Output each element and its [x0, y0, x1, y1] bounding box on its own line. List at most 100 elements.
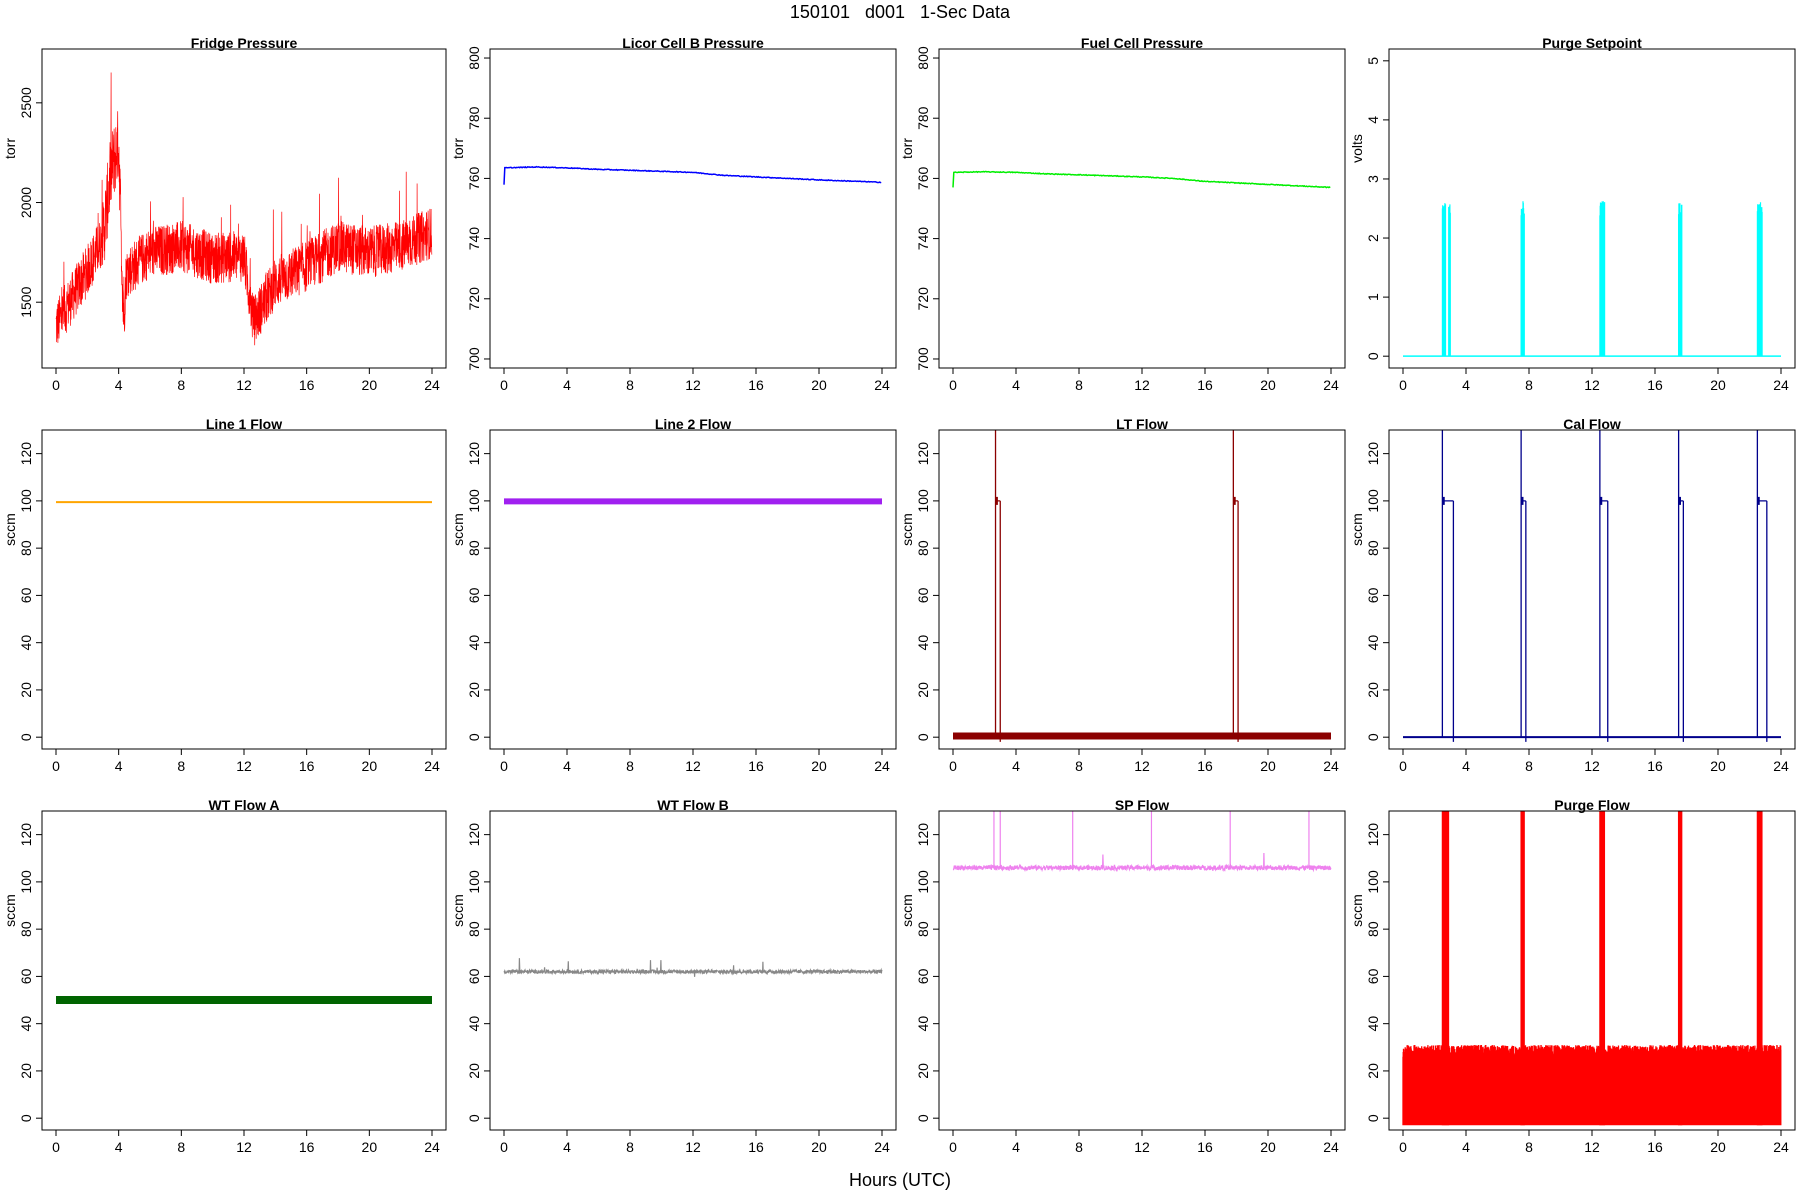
- y-tick-label: 80: [18, 540, 34, 556]
- y-tick-label: 0: [1365, 733, 1381, 741]
- series-licor-cell-b-pressure: [503, 165, 882, 185]
- y-tick-label: 100: [466, 870, 482, 894]
- pulse-0: [1441, 203, 1447, 357]
- y-tick-label: 120: [466, 442, 482, 466]
- x-tick-label: 16: [1197, 377, 1213, 393]
- y-tick-label: 0: [18, 733, 34, 741]
- x-tick-label: 12: [685, 758, 701, 774]
- y-tick-label: 60: [18, 587, 34, 603]
- x-tick-label: 0: [949, 1139, 957, 1155]
- y-tick-label: 60: [466, 968, 482, 984]
- x-tick-label: 24: [1323, 758, 1339, 774]
- x-tick-label: 16: [1647, 1139, 1663, 1155]
- plot-frame: [1388, 429, 1796, 750]
- y-tick-label: 720: [466, 287, 482, 311]
- x-tick-label: 8: [1075, 1139, 1083, 1155]
- x-tick-label: 16: [299, 758, 315, 774]
- x-tick-label: 12: [1134, 758, 1150, 774]
- series-lt-flow: [953, 430, 1331, 742]
- pulse-5: [1756, 202, 1763, 357]
- panel-wt-flow-a: 0 4 8 12 16 20 24 0 20 40 60 80 100 120 sccm WT Flow A: [2, 797, 447, 1155]
- x-tick-label: 20: [1260, 377, 1276, 393]
- y-tick-label: 800: [915, 46, 931, 70]
- x-tick-label: 20: [811, 758, 827, 774]
- x-tick-label: 20: [1710, 758, 1726, 774]
- x-tick-label: 12: [685, 377, 701, 393]
- x-tick-label: 12: [236, 758, 252, 774]
- x-tick-label: 20: [362, 1139, 378, 1155]
- plot-frame: [41, 429, 447, 750]
- x-tick-label: 8: [1075, 758, 1083, 774]
- x-tick-label: 4: [563, 758, 571, 774]
- step-block-4: [1757, 496, 1760, 505]
- y-tick-label: 40: [915, 1016, 931, 1032]
- y-tick-label: 40: [466, 1016, 482, 1032]
- plot-frame: [41, 810, 447, 1131]
- x-tick-label: 0: [949, 377, 957, 393]
- y-tick-label: 60: [915, 587, 931, 603]
- x-tick-label: 24: [874, 758, 890, 774]
- y-axis-label: sccm: [899, 894, 915, 927]
- y-tick-label: 100: [466, 489, 482, 513]
- purge-flow-band: [1402, 1045, 1782, 1126]
- y-tick-label: 0: [915, 1114, 931, 1122]
- panel-title: WT Flow B: [657, 797, 729, 813]
- x-tick-label: 20: [811, 1139, 827, 1155]
- x-tick-label: 8: [1525, 758, 1533, 774]
- sp-flow-line: [952, 852, 1332, 873]
- x-tick-label: 0: [500, 758, 508, 774]
- x-tick-label: 24: [874, 1139, 890, 1155]
- y-tick-label: 0: [1365, 1114, 1381, 1122]
- series-wt-flow-b: [503, 958, 883, 977]
- y-tick-label: 20: [1365, 682, 1381, 698]
- y-tick-label: 100: [18, 870, 34, 894]
- step-0: [1441, 430, 1455, 742]
- x-tick-label: 24: [1323, 1139, 1339, 1155]
- x-tick-label: 20: [362, 377, 378, 393]
- x-tick-label: 24: [1773, 377, 1789, 393]
- x-tick-label: 12: [685, 1139, 701, 1155]
- y-tick-label: 0: [466, 1114, 482, 1122]
- y-tick-label: 100: [1365, 489, 1381, 513]
- y-tick-label: 120: [18, 442, 34, 466]
- y-tick-label: 4: [1365, 116, 1381, 124]
- x-tick-label: 16: [299, 377, 315, 393]
- y-tick-label: 20: [915, 1063, 931, 1079]
- x-tick-label: 0: [1399, 1139, 1407, 1155]
- wt-flow-b-line: [503, 958, 883, 977]
- x-tick-label: 20: [362, 758, 378, 774]
- plot-frame: [489, 48, 897, 369]
- x-tick-label: 24: [424, 377, 440, 393]
- y-axis-label: volts: [1349, 134, 1365, 163]
- panel-title: Cal Flow: [1563, 416, 1621, 432]
- x-tick-label: 0: [500, 377, 508, 393]
- y-tick-label: 780: [915, 106, 931, 130]
- y-tick-label: 0: [1365, 352, 1381, 360]
- x-tick-label: 20: [1260, 1139, 1276, 1155]
- series-fridge-pressure: [55, 72, 433, 346]
- step-block-0: [995, 496, 998, 505]
- series-purge-setpoint: [1403, 201, 1781, 357]
- x-tick-label: 4: [115, 758, 123, 774]
- step-block-0: [1442, 496, 1445, 505]
- y-tick-label: 80: [1365, 540, 1381, 556]
- x-tick-label: 20: [811, 377, 827, 393]
- panel-title: Purge Flow: [1554, 797, 1630, 813]
- y-tick-label: 60: [1365, 587, 1381, 603]
- y-tick-label: 60: [1365, 968, 1381, 984]
- x-tick-label: 8: [626, 758, 634, 774]
- y-axis-label: sccm: [899, 513, 915, 546]
- x-tick-label: 4: [1462, 1139, 1470, 1155]
- x-tick-label: 4: [1012, 1139, 1020, 1155]
- y-axis-label: torr: [450, 138, 466, 159]
- y-tick-label: 120: [18, 823, 34, 847]
- y-tick-label: 0: [18, 1114, 34, 1122]
- x-tick-label: 16: [1197, 758, 1213, 774]
- y-tick-label: 60: [18, 968, 34, 984]
- x-tick-label: 16: [748, 377, 764, 393]
- panel-title: Line 1 Flow: [206, 416, 282, 432]
- x-tick-label: 12: [1134, 1139, 1150, 1155]
- x-tick-label: 20: [1710, 1139, 1726, 1155]
- step-block-1: [1521, 496, 1524, 505]
- x-tick-label: 8: [177, 377, 185, 393]
